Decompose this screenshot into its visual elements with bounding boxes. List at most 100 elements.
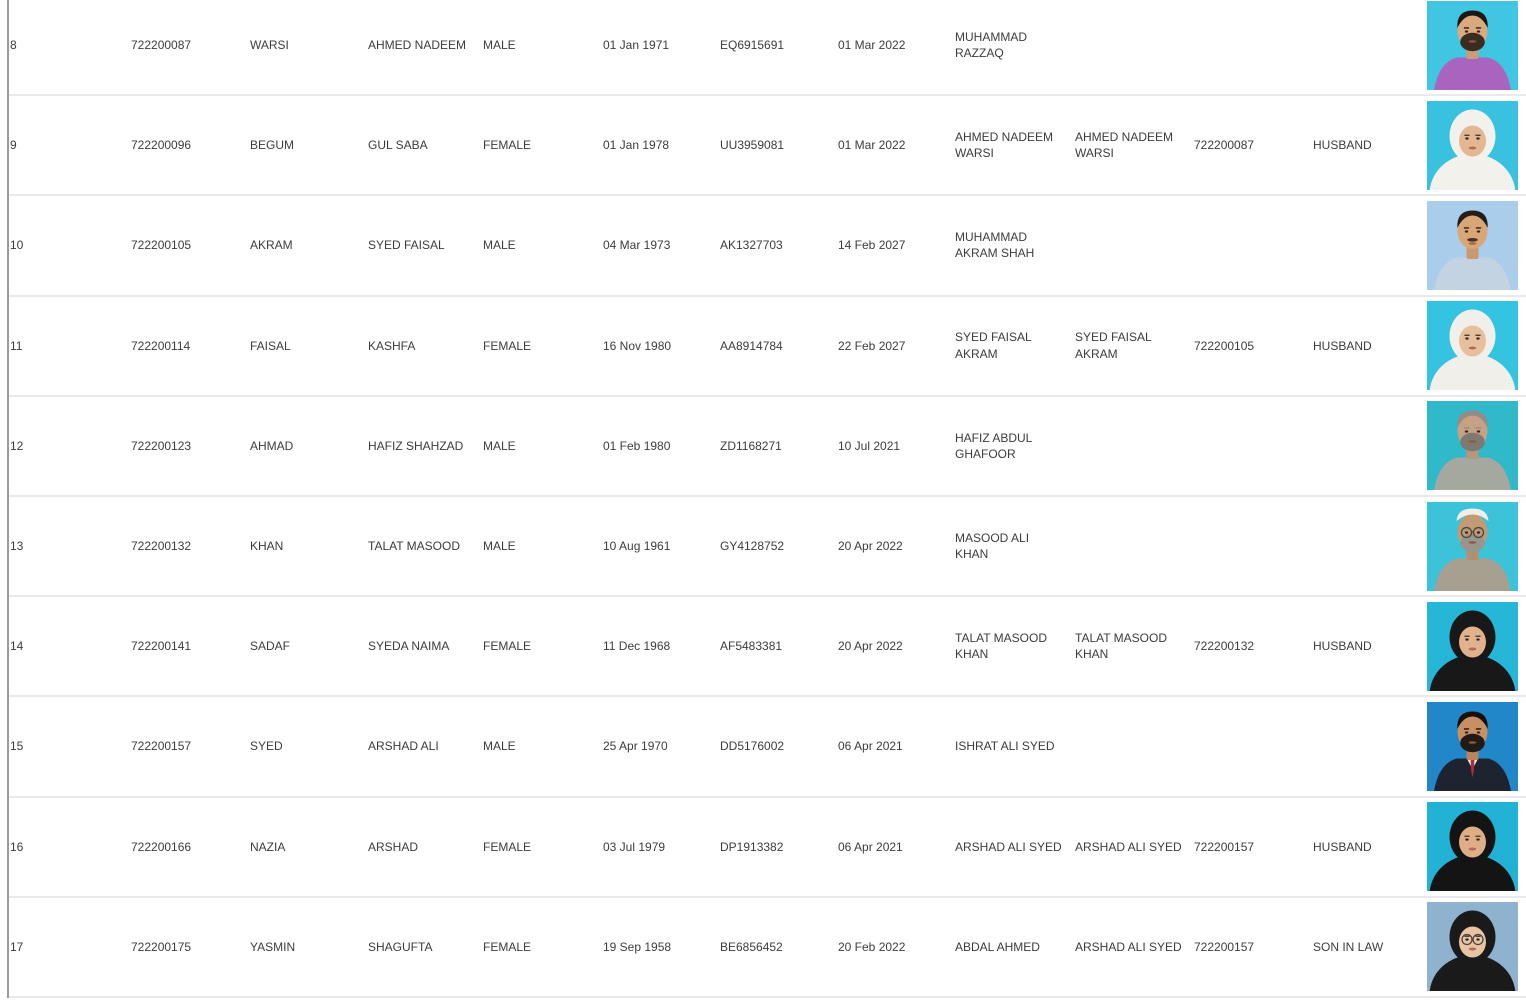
cell-row-number: 12 [10,438,24,453]
cell-passport-number: AA8914784 [720,338,783,353]
cell-file-number: 722200175 [131,939,192,954]
cell-relationship: HUSBAND [1313,839,1372,854]
cell-expiry-date: 06 Apr 2021 [838,739,903,754]
cell-expiry-date: 22 Feb 2027 [838,338,906,353]
cell-row-number: 16 [10,839,24,854]
cell-photo [1427,301,1526,391]
cell-date-of-birth: 01 Jan 1971 [603,38,670,52]
cell-file-number: 722200166 [131,839,192,854]
applicant-photo [1427,0,1518,90]
table-row: 15 722200157 SYED ARSHAD ALI MALE 25 Apr… [9,697,1526,798]
cell-given-name: SYED FAISAL [368,238,445,253]
cell-date-of-birth: 01 Jan 1978 [603,138,670,153]
cell-date-of-birth: 03 Jul 1979 [603,839,666,854]
cell-expiry-date: 20 Apr 2022 [838,538,903,553]
cell-surname: AKRAM [250,238,293,253]
cell-surname: WARSI [250,38,289,52]
cell-guardian-name: SYED FAISAL AKRAM [955,330,1032,361]
cell-given-name: ARSHAD [368,839,419,854]
cell-relationship: HUSBAND [1313,138,1372,153]
cell-expiry-date: 20 Feb 2022 [838,939,906,954]
applicant-photo [1427,200,1518,290]
table-row: 14 722200141 SADAF SYEDA NAIMA FEMALE 11… [9,597,1526,698]
cell-guardian-name: TALAT MASOOD KHAN [955,631,1048,662]
cell-date-of-birth: 04 Mar 1973 [603,238,671,253]
cell-given-name: ARSHAD ALI [368,739,439,754]
cell-surname: SYED [250,739,283,754]
cell-given-name: AHMED NADEEM [368,38,467,52]
cell-relationship: HUSBAND [1313,338,1372,353]
cell-gender: FEMALE [483,338,532,353]
cell-guardian-name: AHMED NADEEM WARSI [955,130,1054,161]
cell-gender: FEMALE [483,939,532,954]
cell-passport-number: ZD1168271 [720,438,782,453]
cell-photo [1427,601,1526,691]
cell-date-of-birth: 10 Aug 1961 [603,538,671,553]
applicant-photo [1427,100,1518,190]
cell-file-number: 722200132 [131,538,192,553]
cell-given-name: SHAGUFTA [368,939,433,954]
cell-row-number: 8 [10,38,17,52]
cell-surname: KHAN [250,538,284,553]
cell-gender: FEMALE [483,639,532,654]
cell-photo [1427,401,1526,491]
cell-photo [1427,0,1526,90]
cell-passport-number: GY4128752 [720,538,785,553]
table-row: 12 722200123 AHMAD HAFIZ SHAHZAD MALE 01… [9,396,1526,497]
cell-gender: FEMALE [483,839,532,854]
cell-file-number: 722200087 [131,38,192,52]
cell-surname: BEGUM [250,138,295,153]
cell-photo [1427,200,1526,290]
cell-file-number: 722200105 [131,238,192,253]
cell-guardian-name: ISHRAT ALI SYED [955,739,1055,754]
cell-expiry-date: 01 Mar 2022 [838,138,906,153]
cell-relationship: HUSBAND [1313,639,1372,654]
cell-given-name: SYEDA NAIMA [368,639,450,654]
cell-passport-number: AF5483381 [720,639,783,654]
cell-surname: NAZIA [250,839,286,854]
cell-date-of-birth: 11 Dec 1968 [603,639,671,654]
cell-gender: FEMALE [483,138,532,153]
cell-given-name: TALAT MASOOD [368,538,461,553]
cell-relative-file-number: 722200105 [1194,338,1255,353]
cell-passport-number: DD5176002 [720,739,785,754]
cell-date-of-birth: 19 Sep 1958 [603,939,672,954]
cell-passport-number: BE6856452 [720,939,783,954]
cell-file-number: 722200123 [131,438,192,453]
cell-expiry-date: 10 Jul 2021 [838,438,901,453]
cell-relative-file-number: 722200157 [1194,839,1255,854]
cell-row-number: 10 [10,238,24,253]
cell-guardian-name: MASOOD ALI KHAN [955,530,1030,562]
cell-gender: MALE [483,38,516,52]
cell-gender: MALE [483,538,516,553]
cell-row-number: 15 [10,739,24,754]
table-row: 17 722200175 YASMIN SHAGUFTA FEMALE 19 S… [9,897,1526,998]
cell-gender: MALE [483,438,516,453]
table-row: 8 722200087 WARSI AHMED NADEEM MALE 01 J… [9,0,1526,97]
cell-relative-name: SYED FAISAL AKRAM [1075,330,1152,361]
applicant-photo [1427,301,1518,391]
cell-photo [1427,802,1526,892]
applicant-photo [1427,401,1518,491]
cell-row-number: 17 [10,939,24,954]
cell-expiry-date: 20 Apr 2022 [838,639,903,654]
cell-surname: FAISAL [250,338,291,353]
cell-passport-number: UU3959081 [720,138,785,153]
cell-expiry-date: 06 Apr 2021 [838,839,903,854]
cell-date-of-birth: 16 Nov 1980 [603,338,672,353]
cell-guardian-name: MUHAMMAD RAZZAQ [955,29,1027,61]
cell-photo [1427,902,1526,992]
cell-given-name: GUL SABA [368,138,428,153]
cell-surname: YASMIN [250,939,296,954]
cell-passport-number: DP1913382 [720,839,784,854]
cell-file-number: 722200141 [131,639,192,654]
cell-relative-file-number: 722200132 [1194,639,1255,654]
applicants-table: 8 722200087 WARSI AHMED NADEEM MALE 01 J… [7,0,1526,998]
cell-surname: SADAF [250,639,291,654]
applicant-photo [1427,902,1518,992]
cell-guardian-name: HAFIZ ABDUL GHAFOOR [955,430,1033,461]
cell-relative-file-number: 722200157 [1194,939,1255,954]
applicant-photo [1427,501,1518,591]
cell-file-number: 722200096 [131,138,192,153]
cell-gender: MALE [483,739,516,754]
